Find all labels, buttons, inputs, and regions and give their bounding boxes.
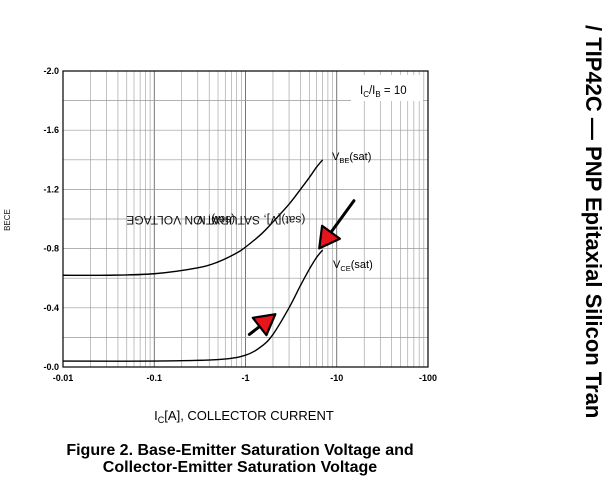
ratio-label-box bbox=[351, 75, 423, 101]
y-tick-label: -1.2 bbox=[43, 184, 59, 194]
y-tick-label: -0.8 bbox=[43, 244, 59, 254]
y-tick-label: -2.0 bbox=[43, 66, 59, 76]
x-tick-label: -100 bbox=[419, 373, 437, 383]
x-tick-labels: -0.01 -0.1 -1 -10 -100 bbox=[53, 373, 437, 383]
plot-frame bbox=[62, 70, 429, 368]
x-tick-label: -10 bbox=[330, 373, 343, 383]
y-axis-label: V BE (sat), V CE (sat)[V], SATURATION VOLTAG… bbox=[3, 209, 306, 231]
y-tick-label: -0.4 bbox=[43, 303, 59, 313]
caption-line-1: Figure 2. Base-Emitter Saturation Voltag… bbox=[66, 442, 414, 459]
x-tick-label: -0.01 bbox=[53, 373, 74, 383]
x-tick-label: -1 bbox=[241, 373, 249, 383]
series-lines bbox=[62, 159, 324, 362]
series-line-vce bbox=[62, 249, 324, 362]
side-title: / TIP42C — PNP Epitaxial Silicon Tran bbox=[581, 25, 606, 419]
grid-lines bbox=[63, 71, 428, 367]
series-label-vbe: VBE(sat) bbox=[332, 151, 371, 165]
series-label-vce: VCE(sat) bbox=[333, 259, 373, 273]
x-tick-label: -0.1 bbox=[146, 373, 162, 383]
y-tick-label: -1.6 bbox=[43, 125, 59, 135]
figure-caption: Figure 2. Base-Emitter Saturation Voltag… bbox=[0, 442, 480, 476]
arrow-marker-upper bbox=[318, 199, 356, 250]
caption-line-2: Collector-Emitter Saturation Voltage bbox=[102, 459, 378, 476]
arrow-head bbox=[251, 313, 277, 337]
arrow-head bbox=[318, 224, 341, 250]
y-tick-labels: -0.0 -0.4 -0.8 -1.2 -1.6 -2.0 bbox=[43, 66, 59, 372]
x-axis-label: IC[A], COLLECTOR CURRENT bbox=[154, 408, 334, 425]
series-line-vbe bbox=[62, 159, 324, 277]
y-tick-label: -0.0 bbox=[43, 362, 59, 372]
ratio-annotation: IC/IB = 10 bbox=[360, 85, 407, 99]
red-arrow-markers bbox=[247, 199, 356, 337]
arrow-marker-lower bbox=[247, 313, 277, 337]
